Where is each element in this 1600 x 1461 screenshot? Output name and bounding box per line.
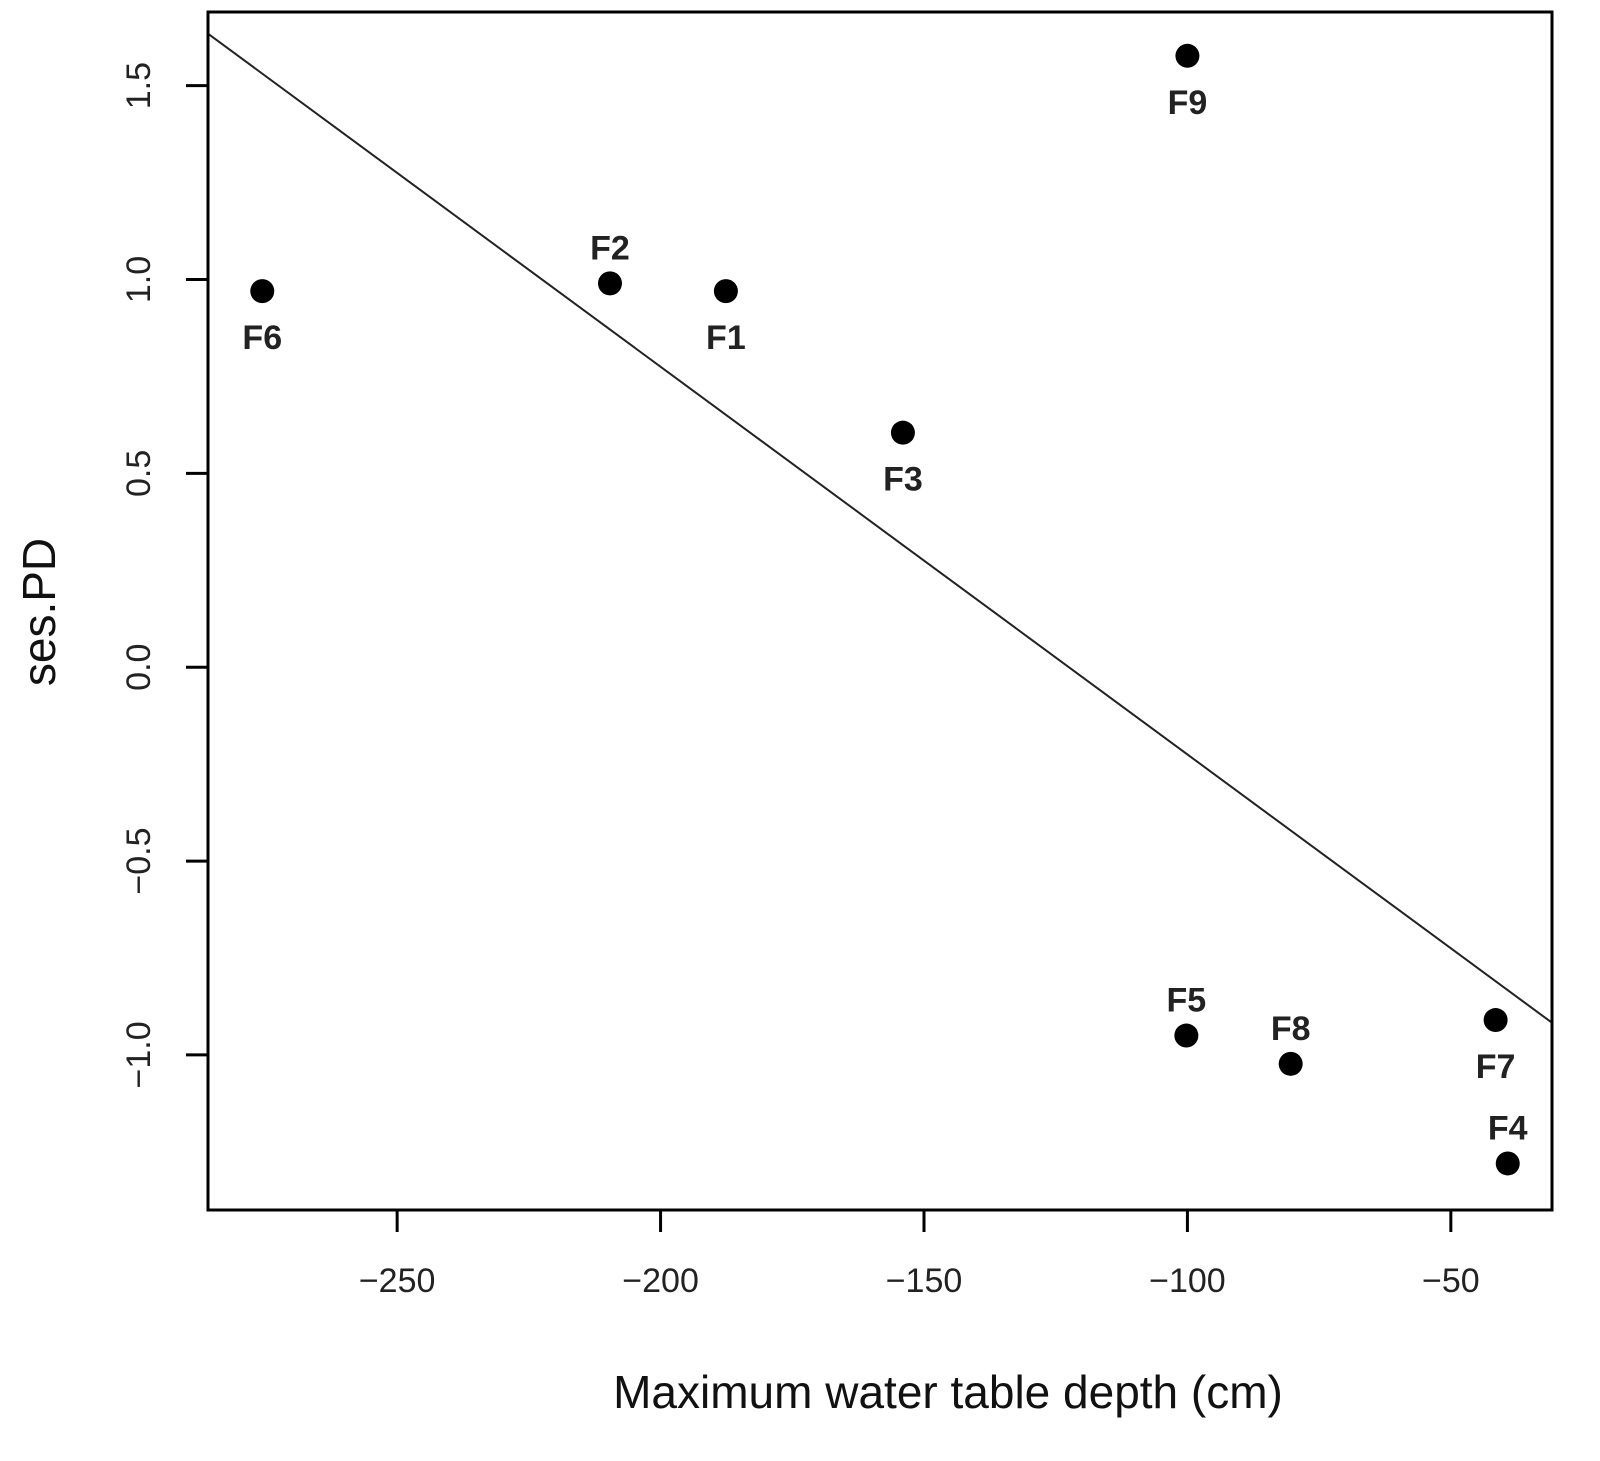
data-point-f7 [1483,1008,1508,1033]
data-point-f4 [1495,1151,1520,1176]
x-tick-label: −250 [359,1262,436,1300]
point-label-f6: F6 [242,319,282,357]
point-label-f8: F8 [1271,1010,1311,1048]
y-tick-label: −0.5 [120,828,158,895]
plot-frame [206,10,1554,1212]
y-axis: 1.5 1.0 0.5 0.0 −0.5 −1.0 [120,62,208,1088]
data-point-f6 [250,279,275,304]
point-label-f9: F9 [1168,84,1208,122]
x-tick-label: −50 [1422,1262,1480,1300]
x-axis: −250 −200 −150 −100 −50 [359,1210,1480,1300]
data-point-f5 [1174,1023,1199,1048]
y-tick-label: −1.0 [120,1021,158,1088]
point-label-f5: F5 [1167,982,1207,1020]
x-tick-label: −100 [1149,1262,1226,1300]
data-point-f3 [890,420,915,445]
y-axis-title: ses.PD [13,538,65,686]
x-tick-label: −200 [622,1262,699,1300]
y-tick-label: 0.5 [120,450,158,497]
point-label-f7: F7 [1476,1048,1516,1086]
point-label-f3: F3 [883,461,923,499]
point-label-f2: F2 [590,229,630,267]
point-label-f1: F1 [706,319,746,357]
y-tick-label: 1.0 [120,256,158,303]
plot-marks: F6 F2 F1 F3 F9 F5 F8 F7 F4 [207,32,1553,1176]
regression-line [207,32,1553,1024]
y-tick-label: 1.5 [120,62,158,109]
y-tick-label: 0.0 [120,644,158,691]
data-point-f8 [1278,1051,1303,1076]
data-point-f9 [1175,43,1200,68]
x-tick-label: −150 [886,1262,963,1300]
data-point-f2 [597,271,622,296]
data-point-f1 [713,279,738,304]
point-label-f4: F4 [1488,1109,1528,1147]
x-axis-title: Maximum water table depth (cm) [613,1366,1283,1418]
